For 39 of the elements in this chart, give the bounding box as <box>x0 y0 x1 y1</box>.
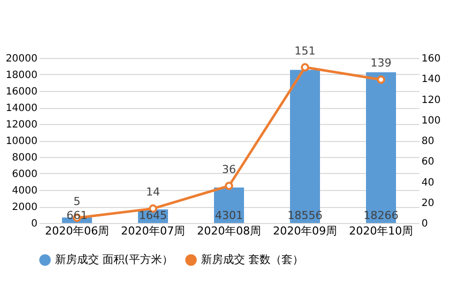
data-label: 151 <box>294 44 316 58</box>
point <box>300 63 310 72</box>
data-label: 4301 <box>215 209 243 222</box>
y-tick-label: 0 <box>31 218 38 230</box>
y2-tick-label: 80 <box>422 136 434 147</box>
y2-tick-label: 60 <box>422 156 434 168</box>
data-label: 1645 <box>139 209 167 222</box>
y-tick-label: 14000 <box>6 103 38 114</box>
point <box>376 76 386 84</box>
y2-tick-label: 140 <box>422 74 441 86</box>
bar <box>290 70 320 223</box>
x-tick-label: 2020年08周 <box>197 224 261 238</box>
y2-tick-label: 120 <box>422 94 441 106</box>
y-tick-label: 16000 <box>6 86 38 98</box>
y2-tick-label: 0 <box>422 218 428 230</box>
data-label: 139 <box>370 56 392 70</box>
y-tick-label: 20000 <box>6 54 38 64</box>
y-tick-label: 10000 <box>6 136 38 147</box>
y-tick-label: 8000 <box>12 152 38 164</box>
data-label: 14 <box>146 186 160 199</box>
legend-label: 新房成交 套数（套） <box>201 253 304 266</box>
x-tick-label: 2020年06周 <box>45 224 109 238</box>
point <box>224 182 234 190</box>
bar <box>366 72 396 223</box>
x-tick-label: 2020年09周 <box>273 224 337 238</box>
y2-tick-label: 20 <box>422 198 434 209</box>
data-label: 5 <box>74 194 80 208</box>
y-tick-label: 4000 <box>12 186 38 196</box>
y2-tick-label: 160 <box>422 54 441 64</box>
y2-tick-label: 40 <box>422 177 434 188</box>
x-tick-label: 2020年07周 <box>121 224 185 238</box>
y-tick-label: 6000 <box>12 169 38 180</box>
y2-tick-label: 100 <box>422 115 441 126</box>
y-tick-label: 2000 <box>12 202 38 213</box>
y-tick-label: 12000 <box>6 120 38 130</box>
legend-label: 新房成交 面积(平方米） <box>55 253 173 266</box>
data-label: 36 <box>222 162 236 176</box>
y-tick-label: 18000 <box>6 70 38 81</box>
x-tick-label: 2020年10周 <box>349 224 413 238</box>
